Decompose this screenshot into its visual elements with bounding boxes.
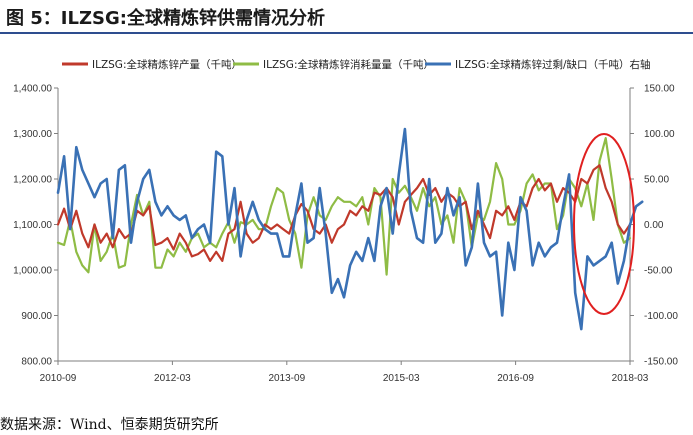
x-tick-label: 2013-09	[268, 373, 305, 384]
chart-series	[56, 127, 644, 331]
x-tick-label: 2018-03	[612, 373, 649, 384]
title-divider	[0, 32, 693, 34]
left-tick-label: 1,300.00	[13, 129, 52, 140]
zinc-supply-demand-chart: ILZSG:全球精炼锌产量（千吨） ILZSG:全球精炼锌消耗量量（千吨） ILZS…	[13, 58, 678, 384]
data-source-note: 数据来源：Wind、恒泰期货研究所	[0, 417, 219, 433]
left-tick-label: 1,000.00	[13, 266, 52, 277]
chart-annotation	[573, 133, 635, 315]
x-tick-label: 2012-03	[154, 373, 191, 384]
x-tick-label: 2015-03	[383, 373, 420, 384]
right-tick-label: 0.00	[644, 220, 664, 231]
legend-label-consumption: ILZSG:全球精炼锌消耗量量（千吨）	[263, 58, 434, 71]
x-tick-label: 2016-09	[497, 373, 534, 384]
left-tick-label: 1,200.00	[13, 175, 52, 186]
series-line-balance	[56, 127, 644, 331]
right-tick-label: -150.00	[644, 357, 678, 368]
highlight-ellipse	[573, 133, 635, 315]
legend-label-balance: ILZSG:全球精炼锌过剩/缺口（千吨）右轴	[455, 58, 651, 71]
left-tick-label: 900.00	[21, 311, 52, 322]
chart-title: 图 5：ILZSG:全球精炼锌供需情况分析	[6, 8, 325, 29]
left-tick-label: 1,100.00	[13, 220, 52, 231]
series-line-production	[56, 164, 632, 262]
left-tick-label: 800.00	[21, 357, 52, 368]
left-tick-label: 1,400.00	[13, 84, 52, 95]
x-tick-label: 2010-09	[40, 373, 77, 384]
right-tick-label: -50.00	[644, 266, 673, 277]
right-tick-label: 100.00	[644, 129, 675, 140]
series-line-consumption	[56, 137, 632, 276]
chart-legend: ILZSG:全球精炼锌产量（千吨） ILZSG:全球精炼锌消耗量量（千吨） ILZS…	[62, 58, 651, 71]
right-tick-label: -100.00	[644, 311, 678, 322]
right-tick-label: 150.00	[644, 84, 675, 95]
right-tick-label: 50.00	[644, 175, 669, 186]
legend-label-production: ILZSG:全球精炼锌产量（千吨）	[92, 58, 242, 71]
